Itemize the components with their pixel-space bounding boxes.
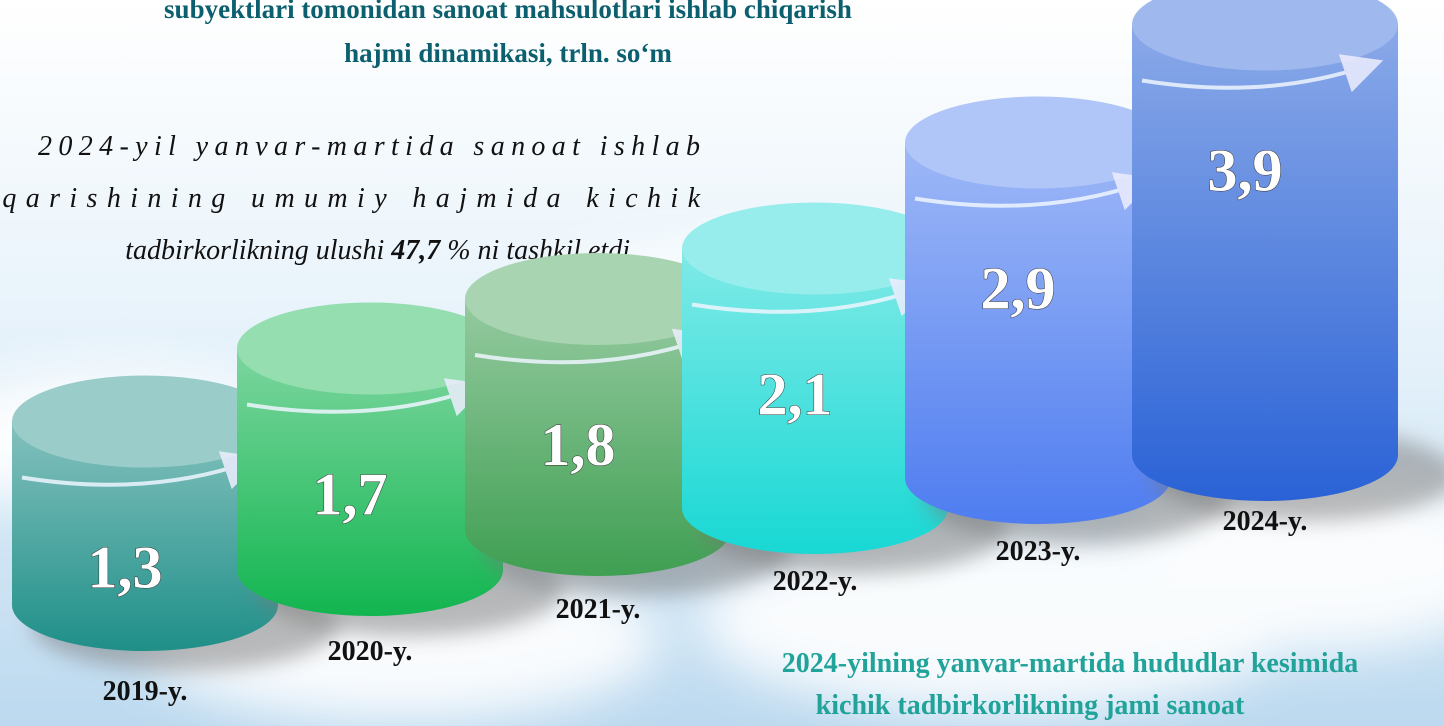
value-label: 1,8: [541, 412, 616, 478]
bar-body: [465, 299, 731, 576]
category-label: 2021-y.: [556, 594, 641, 625]
bar-arrow: [474, 328, 717, 367]
note-highlight: 47,7: [390, 235, 441, 266]
title-line: hajmi dinamikasi, trln. so‘m: [344, 38, 672, 68]
bar: [12, 375, 278, 651]
footer: 2024-yilning yanvar-martida hududlar kes…: [782, 648, 1358, 721]
category-label: 2023-y.: [996, 536, 1081, 567]
bar: [1132, 0, 1398, 501]
bar-body: [905, 142, 1171, 524]
bar-body: [1132, 24, 1398, 501]
bar-top: [682, 202, 948, 295]
category-label: 2024-y.: [1223, 506, 1308, 537]
bar-arrow: [21, 451, 264, 490]
value-label: 2,9: [981, 256, 1056, 322]
bar-body: [12, 421, 278, 651]
value-label: 3,9: [1208, 138, 1283, 204]
bar-arrow: [1141, 54, 1384, 93]
bars: 1,3 2019-y. 1,7 2020-y. 1,8 2021-y. 2,1 2022-y.…: [12, 0, 1444, 707]
note-text: tadbirkorlikning ulushi: [125, 235, 391, 266]
title: subyektlari tomonidan sanoat mahsulotlar…: [164, 0, 852, 68]
title-line: subyektlari tomonidan sanoat mahsulotlar…: [164, 0, 852, 24]
footer-line: kichik tadbirkorlikning jami sanoat: [816, 690, 1245, 721]
bar-arrow: [914, 172, 1157, 211]
bar-top: [237, 302, 503, 395]
value-label: 1,3: [88, 535, 163, 601]
footer-line: 2024-yilning yanvar-martida hududlar kes…: [782, 648, 1358, 679]
bar-body: [682, 248, 948, 554]
category-label: 2020-y.: [328, 636, 413, 667]
category-label: 2022-y.: [773, 566, 858, 597]
value-label: 2,1: [758, 362, 833, 428]
category-label: 2019-y.: [103, 676, 188, 707]
bar-top: [905, 96, 1171, 189]
bar: [237, 302, 503, 616]
bar-top: [465, 253, 731, 345]
bar-arrow: [691, 278, 934, 317]
bar-top: [1132, 0, 1398, 71]
bar-top: [12, 375, 278, 468]
bar: [465, 253, 731, 576]
bar: [682, 202, 948, 554]
value-label: 1,7: [313, 462, 388, 528]
bar-arrow: [246, 378, 489, 417]
bar-body: [237, 348, 503, 616]
bar: [905, 96, 1171, 524]
